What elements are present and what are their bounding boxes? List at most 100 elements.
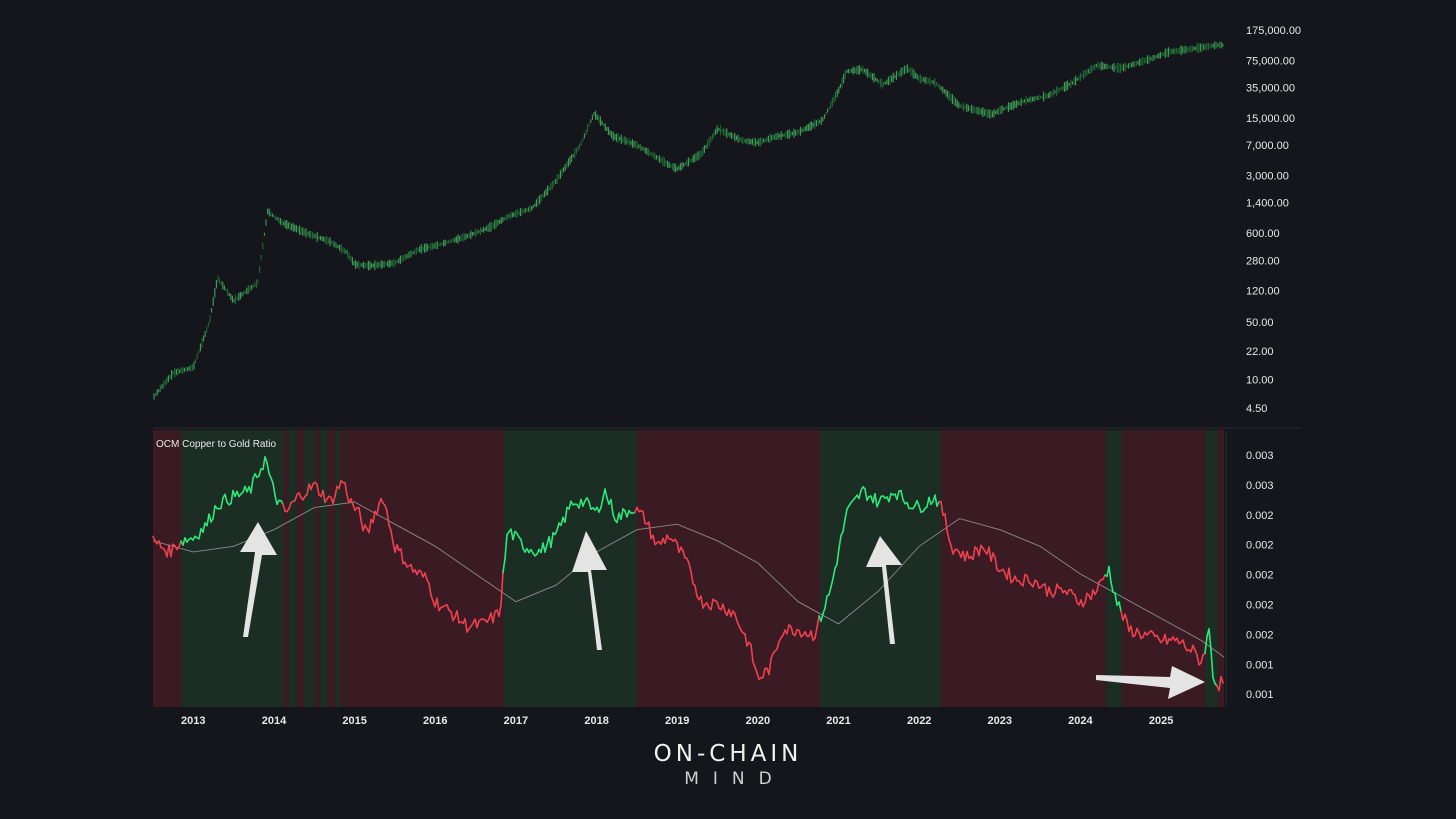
ratio-line-segment <box>598 506 602 513</box>
ratio-y-tick: 0.003 <box>1246 450 1274 462</box>
ratio-line-segment <box>1026 574 1030 584</box>
ratio-line-segment <box>762 667 766 679</box>
regime-band <box>940 430 1107 707</box>
ratio-line-segment <box>1096 581 1100 592</box>
ratio-line-segment <box>754 666 758 674</box>
ratio-line-segment <box>1194 649 1198 656</box>
regime-band <box>335 430 341 707</box>
ratio-line-segment <box>1138 631 1142 640</box>
x-tick: 2024 <box>1068 715 1093 727</box>
ratio-line-segment <box>1210 648 1214 679</box>
ratio-line-segment <box>1208 628 1212 651</box>
regime-band <box>181 430 284 707</box>
regime-band <box>340 430 346 707</box>
ratio-line-segment <box>368 518 372 534</box>
ratio-panel <box>152 456 1225 692</box>
x-tick: 2015 <box>342 715 366 727</box>
ratio-line-segment <box>888 492 892 503</box>
price-y-tick: 4.50 <box>1246 403 1267 415</box>
ratio-line-segment <box>652 534 656 546</box>
ratio-line-segment <box>1220 675 1224 684</box>
ratio-line-segment <box>642 510 646 525</box>
regime-band <box>636 430 820 707</box>
regime-band <box>503 430 637 707</box>
ratio-line-segment <box>456 609 460 624</box>
ratio-line-segment <box>706 602 710 609</box>
ratio-line-segment <box>568 500 572 510</box>
ratio-line-segment <box>1022 573 1026 587</box>
ratio-line-segment <box>1032 579 1036 588</box>
ratio-line-segment <box>550 532 554 549</box>
ratio-line-segment <box>262 456 266 471</box>
ratio-line-segment <box>822 607 826 615</box>
brand-logo: ON-CHAIN MIND <box>0 740 1456 790</box>
ratio-line-segment <box>492 610 496 624</box>
ratio-line-segment <box>182 537 186 546</box>
ratio-line-segment <box>1008 567 1012 584</box>
ratio-line-segment <box>500 571 504 606</box>
price-y-tick: 35,000.00 <box>1246 83 1295 95</box>
ratio-line-segment <box>258 468 262 477</box>
ratio-line-segment <box>272 482 276 496</box>
ratio-line-segment <box>152 535 156 542</box>
ratio-line-segment <box>512 530 516 541</box>
x-axis: 2013 2014 2015 2016 2017 2018 2019 2020 2021 2022… <box>181 715 1173 727</box>
ratio-line-segment <box>1196 654 1200 666</box>
ratio-line-segment <box>158 540 162 549</box>
arrow-up-2018-icon <box>572 531 607 650</box>
ratio-line-segment <box>664 534 668 545</box>
ratio-line-segment <box>936 500 940 507</box>
x-tick: 2023 <box>988 715 1012 727</box>
ratio-line-segment <box>1176 637 1180 645</box>
ratio-line-segment <box>212 504 216 520</box>
ratio-line-segment <box>842 518 846 533</box>
ratio-line-segment <box>768 657 772 676</box>
ratio-line-segment <box>612 513 616 521</box>
arrow-up-2014-icon <box>240 522 277 637</box>
regime-band <box>283 430 289 707</box>
ratio-line-segment <box>400 548 404 565</box>
ratio-line-segment <box>1108 565 1112 584</box>
price-y-tick: 280.00 <box>1246 255 1280 267</box>
x-tick: 2020 <box>746 715 770 727</box>
ratio-line-segment <box>906 501 910 510</box>
ratio-y-tick: 0.003 <box>1246 480 1274 492</box>
regime-band <box>288 430 297 707</box>
price-y-tick: 600.00 <box>1246 228 1280 240</box>
ratio-line-segment <box>1084 592 1088 604</box>
arrow-up-2021-icon <box>866 536 902 644</box>
ratio-line-segment <box>268 472 272 479</box>
ratio-y-tick: 0.002 <box>1246 600 1274 612</box>
ratio-line-segment <box>544 543 548 553</box>
ratio-line-segment <box>832 567 836 580</box>
ratio-line-segment <box>940 500 944 517</box>
ratio-line-segment <box>1048 586 1052 595</box>
ratio-line-segment <box>372 510 376 524</box>
ratio-y-axis: 0.003 0.003 0.002 0.002 0.002 0.002 0.002 0.001… <box>1225 430 1274 707</box>
x-tick: 2019 <box>665 715 689 727</box>
ratio-line-segment <box>776 640 780 651</box>
ratio-moving-average-line <box>152 501 1225 658</box>
ratio-line-segment <box>202 522 206 534</box>
ratio-line-segment <box>722 603 726 613</box>
ratio-line-segment <box>988 546 992 562</box>
regime-band <box>1217 430 1224 707</box>
ratio-line-segment <box>1182 639 1186 648</box>
ratio-line-segment <box>736 620 740 627</box>
ratio-line-segment <box>934 494 938 507</box>
ratio-line-segment <box>170 543 174 558</box>
ratio-line-segment <box>504 533 508 560</box>
ratio-line-segment <box>588 500 592 511</box>
regime-band <box>820 430 941 707</box>
ratio-line-segment <box>386 510 390 526</box>
ratio-line-segment <box>838 534 842 550</box>
regime-band <box>296 430 305 707</box>
ratio-line-segment <box>1120 610 1124 621</box>
ratio-line-segment <box>288 502 292 510</box>
ratio-line-segment <box>224 493 228 503</box>
ratio-line-segment <box>450 610 454 622</box>
ratio-line-segment <box>428 582 432 597</box>
ratio-line-segment <box>928 496 932 506</box>
price-y-tick: 120.00 <box>1246 286 1280 298</box>
ratio-line-segment <box>794 628 798 637</box>
